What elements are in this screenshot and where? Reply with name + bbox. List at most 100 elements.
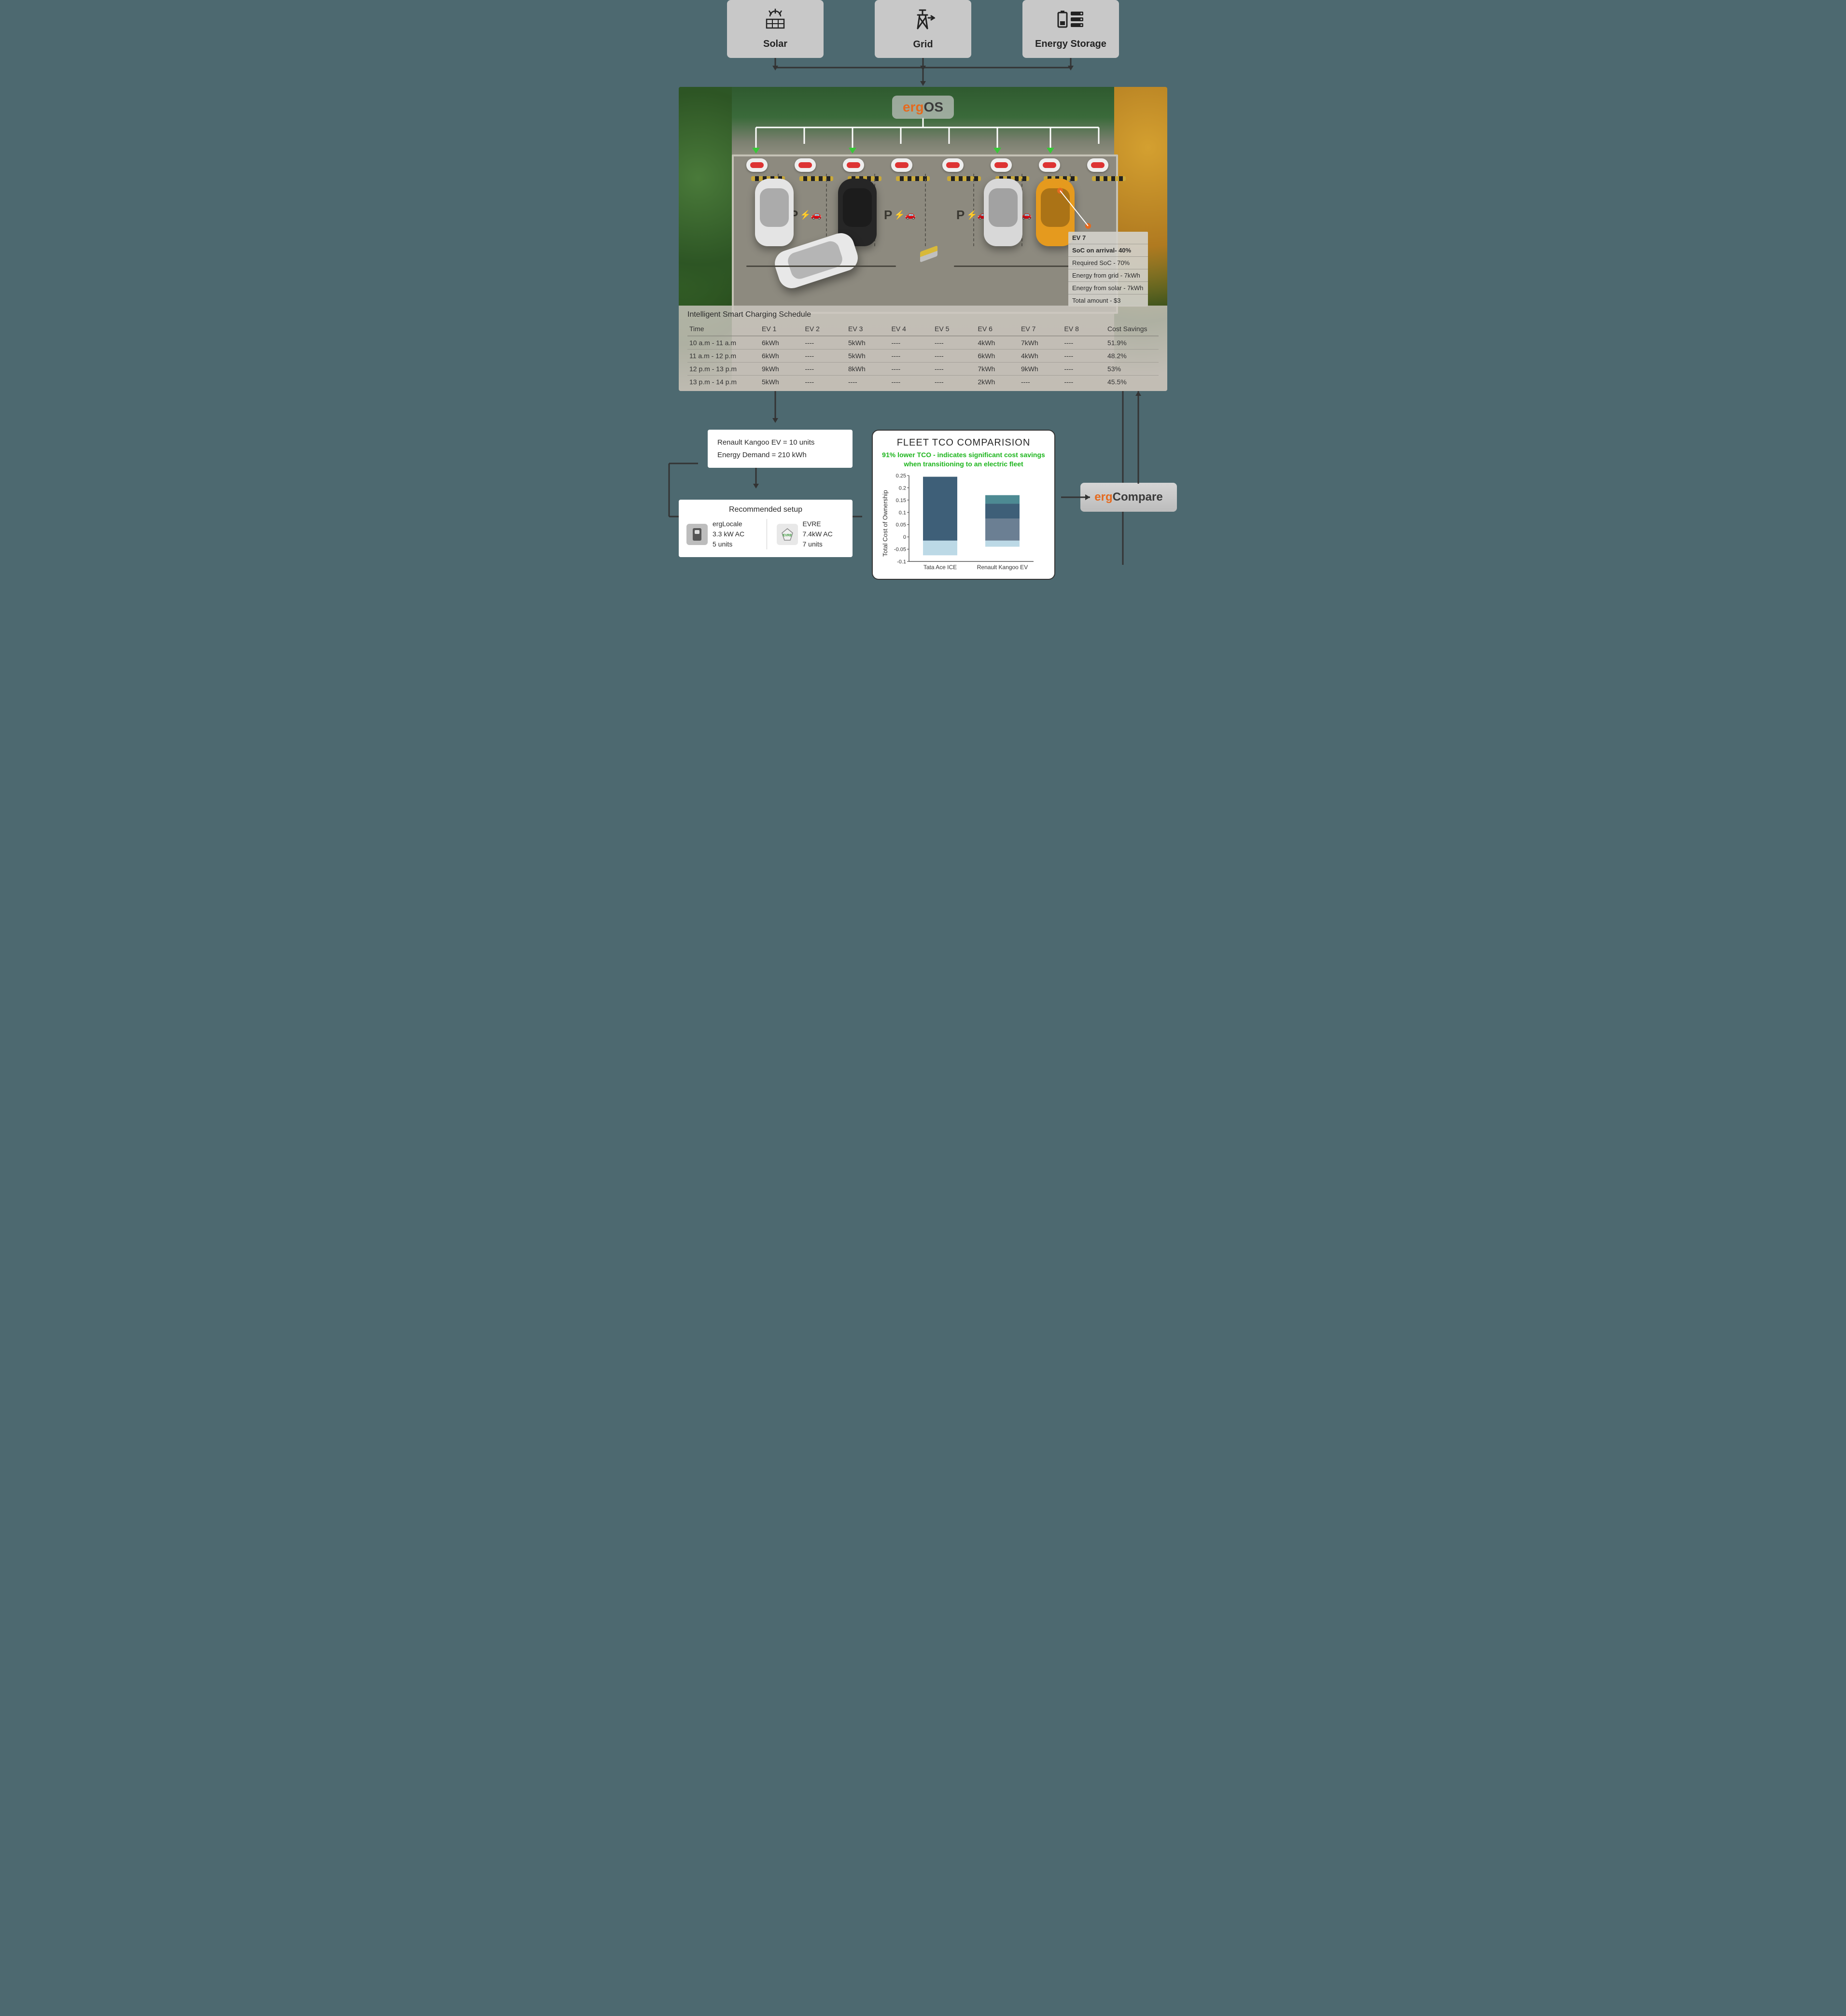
tco-to-compare-connector: [1061, 391, 1158, 536]
detail-row: Energy from solar - 7kWh: [1068, 282, 1148, 294]
schedule-header-cell: EV 8: [1063, 325, 1106, 333]
schedule-cell: ----: [890, 365, 933, 373]
schedule-cell: 5kWh: [846, 352, 890, 360]
schedule-header-cell: Cost Savings: [1105, 325, 1159, 333]
parking-lot-scene: ergOS P⚡🚗P⚡🚗P⚡🚗P⚡🚗P⚡🚗: [679, 87, 1167, 391]
schedule-cell: 4kWh: [1019, 352, 1063, 360]
detail-row: Required SoC - 70%: [1068, 257, 1148, 269]
energy-sources-row: Solar Grid Energy Storage: [669, 0, 1177, 58]
solar-icon: [762, 9, 788, 35]
svg-text:0.2: 0.2: [899, 485, 906, 491]
schedule-cell: ----: [890, 378, 933, 386]
svg-text:Renault Kangoo EV: Renault Kangoo EV: [977, 564, 1028, 571]
schedule-cell: ----: [803, 378, 847, 386]
schedule-cell: ----: [1063, 352, 1106, 360]
svg-text:0.1: 0.1: [899, 510, 906, 516]
source-energy-storage: Energy Storage: [1022, 0, 1119, 58]
source-label: Energy Storage: [1035, 39, 1106, 50]
fleet-line-2: Energy Demand = 210 kWh: [717, 449, 843, 462]
schedule-cell: ----: [890, 352, 933, 360]
schedule-cell: 12 p.m - 13 p.m: [687, 365, 760, 373]
svg-text:EVRE: EVRE: [783, 534, 792, 537]
source-label: Solar: [763, 39, 787, 50]
svg-text:Tata Ace ICE: Tata Ace ICE: [923, 564, 957, 571]
schedule-cell: 48.2%: [1105, 352, 1159, 360]
schedule-cell: 7kWh: [1019, 339, 1063, 347]
schedule-cell: 6kWh: [976, 352, 1020, 360]
schedule-cell: 53%: [1105, 365, 1159, 373]
schedule-cell: 4kWh: [976, 339, 1020, 347]
schedule-cell: ----: [1063, 339, 1106, 347]
schedule-cell: 6kWh: [760, 352, 803, 360]
schedule-cell: 7kWh: [976, 365, 1020, 373]
schedule-cell: ----: [846, 378, 890, 386]
charging-schedule-panel: Intelligent Smart Charging Schedule Time…: [679, 306, 1167, 391]
schedule-cell: ----: [933, 339, 976, 347]
schedule-row: 12 p.m - 13 p.m9kWh----8kWh--------7kWh9…: [687, 362, 1159, 375]
schedule-cell: ----: [1063, 365, 1106, 373]
schedule-header-cell: Time: [687, 325, 760, 333]
reco-item-erglocale: ergLocale3.3 kW AC5 units: [686, 519, 755, 549]
tco-subtitle: 91% lower TCO - indicates significant co…: [881, 450, 1046, 469]
schedule-title: Intelligent Smart Charging Schedule: [687, 310, 1159, 319]
svg-text:0.25: 0.25: [896, 473, 906, 479]
schedule-cell: ----: [890, 339, 933, 347]
fleet-info-card: Renault Kangoo EV = 10 units Energy Dema…: [708, 430, 853, 468]
schedule-cell: 8kWh: [846, 365, 890, 373]
schedule-header-cell: EV 5: [933, 325, 976, 333]
schedule-cell: ----: [803, 365, 847, 373]
schedule-cell: 6kWh: [760, 339, 803, 347]
schedule-cell: ----: [803, 339, 847, 347]
schedule-cell: 51.9%: [1105, 339, 1159, 347]
reco-item-evre: EVRE EVRE7.4kW AC7 units: [767, 519, 845, 549]
schedule-cell: ----: [933, 365, 976, 373]
energy-storage-icon: [1056, 9, 1085, 35]
schedule-header-cell: EV 1: [760, 325, 803, 333]
bottom-section: Renault Kangoo EV = 10 units Energy Dema…: [669, 430, 1177, 580]
schedule-cell: ----: [1063, 378, 1106, 386]
schedule-header-cell: EV 2: [803, 325, 847, 333]
schedule-cell: 9kWh: [760, 365, 803, 373]
svg-text:-0.05: -0.05: [894, 546, 906, 552]
tco-title: FLEET TCO COMPARISION: [881, 437, 1046, 448]
tco-ylabel: Total Cost of Ownership: [881, 473, 889, 574]
charger-icon: [686, 524, 708, 545]
left-column: Renault Kangoo EV = 10 units Energy Dema…: [669, 430, 853, 557]
schedule-cell: 10 a.m - 11 a.m: [687, 339, 760, 347]
schedule-cell: ----: [933, 378, 976, 386]
svg-text:0: 0: [903, 534, 906, 540]
detail-row: Total amount - $3: [1068, 294, 1148, 307]
source-label: Grid: [913, 39, 933, 50]
detail-title: EV 7: [1068, 232, 1148, 244]
schedule-cell: ----: [1019, 378, 1063, 386]
reco-title: Recommended setup: [686, 505, 845, 514]
fleet-line-1: Renault Kangoo EV = 10 units: [717, 436, 843, 449]
ev7-detail-card: EV 7 SoC on arrival- 40%Required SoC - 7…: [1068, 232, 1148, 307]
schedule-cell: 11 a.m - 12 p.m: [687, 352, 760, 360]
schedule-header-cell: EV 4: [890, 325, 933, 333]
svg-text:-0.1: -0.1: [897, 559, 906, 565]
recommended-setup-card: Recommended setup ergLocale3.3 kW AC5 un…: [679, 500, 853, 557]
reco-text: EVRE7.4kW AC7 units: [803, 519, 833, 549]
schedule-cell: 13 p.m - 14 p.m: [687, 378, 760, 386]
source-solar: Solar: [727, 0, 824, 58]
schedule-header-row: TimeEV 1EV 2EV 3EV 4EV 5EV 6EV 7EV 8Cost…: [687, 323, 1159, 336]
svg-text:0.15: 0.15: [896, 498, 906, 504]
svg-text:0.05: 0.05: [896, 522, 906, 528]
schedule-row: 11 a.m - 12 p.m6kWh----5kWh--------6kWh4…: [687, 349, 1159, 362]
tco-bar-chart: -0.1 -0.05 0 0.05 0.1 0.15 0.2 0.25 Tata Ace ICE…: [892, 473, 1046, 574]
detail-row: Energy from grid - 7kWh: [1068, 269, 1148, 282]
tco-comparison-card: FLEET TCO COMPARISION 91% lower TCO - in…: [872, 430, 1055, 580]
schedule-cell: ----: [803, 352, 847, 360]
schedule-cell: ----: [933, 352, 976, 360]
schedule-cell: 9kWh: [1019, 365, 1063, 373]
schedule-cell: 2kWh: [976, 378, 1020, 386]
schedule-cell: 5kWh: [760, 378, 803, 386]
schedule-row: 10 a.m - 11 a.m6kWh----5kWh--------4kWh7…: [687, 336, 1159, 349]
source-grid: Grid: [875, 0, 971, 58]
schedule-header-cell: EV 6: [976, 325, 1020, 333]
reco-text: ergLocale3.3 kW AC5 units: [713, 519, 744, 549]
sources-to-ergos-connector: [727, 58, 1119, 87]
schedule-cell: 5kWh: [846, 339, 890, 347]
schedule-header-cell: EV 7: [1019, 325, 1063, 333]
